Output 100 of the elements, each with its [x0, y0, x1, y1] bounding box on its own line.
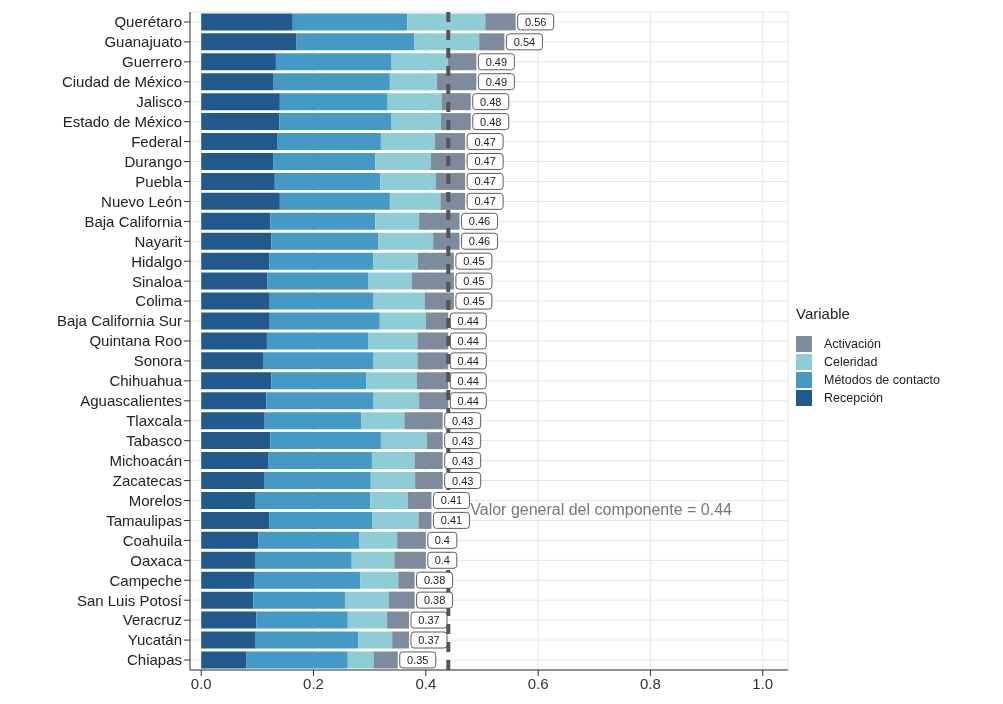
bar [296, 33, 415, 51]
x-tick-label: 0.4 [415, 674, 437, 692]
total-label: 0.47 [474, 155, 496, 168]
total-label: 0.44 [457, 334, 479, 347]
bar [201, 531, 259, 549]
bar [351, 551, 395, 569]
legend-label: Métodos de contacto [824, 372, 941, 387]
y-tick-label: Baja California [84, 212, 183, 230]
total-label: 0.44 [457, 374, 479, 387]
bar [271, 372, 367, 390]
bar [201, 133, 278, 151]
bar [268, 452, 372, 470]
bar [380, 172, 436, 190]
bar [246, 651, 348, 669]
total-label: 0.43 [451, 474, 474, 487]
bar [201, 511, 270, 529]
y-tick-label: Sinaloa [131, 272, 183, 290]
bar [368, 272, 412, 290]
total-label: 0.45 [463, 275, 485, 288]
total-label: 0.46 [468, 215, 491, 228]
total-label: 0.44 [457, 354, 479, 367]
bar [391, 113, 441, 131]
total-label: 0.47 [474, 175, 496, 188]
y-tick-label: Colima [135, 292, 183, 310]
bar [380, 432, 427, 450]
bar [375, 152, 431, 170]
bar [264, 472, 371, 489]
total-label: 0.45 [463, 255, 485, 268]
bar [255, 631, 359, 649]
y-tick-label: Hidalgo [131, 252, 182, 270]
total-label: 0.43 [451, 414, 474, 427]
bar [201, 252, 270, 270]
total-label: 0.38 [423, 574, 446, 587]
y-tick-label: Morelos [128, 491, 182, 509]
bar [201, 412, 265, 430]
y-tick-label: Tabasco [126, 432, 182, 450]
x-tick-label: 0.6 [527, 674, 549, 692]
legend-label: Activación [824, 336, 881, 351]
bar [269, 312, 380, 330]
y-tick-label: Querétaro [114, 13, 182, 31]
total-label: 0.48 [480, 115, 502, 128]
bar [201, 432, 271, 450]
total-label: 0.43 [451, 454, 474, 467]
bar [255, 491, 371, 509]
bar [275, 53, 392, 71]
bar [201, 392, 267, 410]
y-tick-label: Estado de México [62, 112, 182, 130]
y-tick-label: Sonora [133, 352, 183, 370]
bar [370, 491, 408, 509]
bar [201, 611, 257, 629]
total-label: 0.46 [468, 235, 491, 248]
bar [279, 113, 392, 131]
y-tick-label: Chihuahua [109, 372, 183, 390]
bar [255, 551, 352, 569]
bar [391, 53, 448, 71]
bar [271, 232, 379, 250]
bar [269, 511, 373, 529]
bar [277, 133, 381, 151]
bar [201, 491, 256, 509]
x-tick-label: 1.0 [752, 674, 774, 692]
bar [373, 352, 418, 370]
total-label: 0.44 [457, 394, 479, 407]
bar [359, 531, 398, 549]
bar [201, 452, 269, 470]
y-tick-label: Durango [124, 152, 182, 170]
bar [379, 312, 426, 330]
legend-title: Variable [796, 304, 851, 322]
y-tick-label: Puebla [135, 172, 183, 190]
bar [201, 631, 256, 649]
bar [201, 551, 256, 569]
bar [347, 611, 388, 629]
total-label: 0.35 [407, 653, 429, 666]
y-tick-label: Federal [131, 132, 182, 150]
bar [201, 571, 255, 589]
bar [253, 591, 345, 609]
total-label: 0.4 [434, 534, 450, 547]
total-label: 0.54 [513, 35, 536, 48]
bar [201, 192, 280, 210]
bar [263, 352, 374, 370]
bar [279, 93, 388, 111]
bar [344, 591, 389, 609]
bar [389, 73, 438, 91]
y-tick-label: Michoacán [109, 451, 182, 469]
y-tick-label: Coahuila [122, 531, 183, 549]
y-tick-label: Guanajuato [104, 33, 182, 51]
bar [201, 152, 274, 170]
bar [361, 412, 405, 430]
bar [273, 152, 376, 170]
bar [274, 172, 381, 190]
bar [264, 412, 362, 430]
total-label: 0.47 [474, 195, 496, 208]
bar [201, 472, 265, 489]
bar [347, 651, 374, 669]
bar [373, 252, 418, 270]
bar [201, 332, 267, 350]
bar [270, 212, 376, 230]
bar [414, 33, 480, 51]
x-tick-label: 0.2 [303, 674, 324, 692]
bar [292, 13, 408, 31]
bar [256, 611, 348, 629]
